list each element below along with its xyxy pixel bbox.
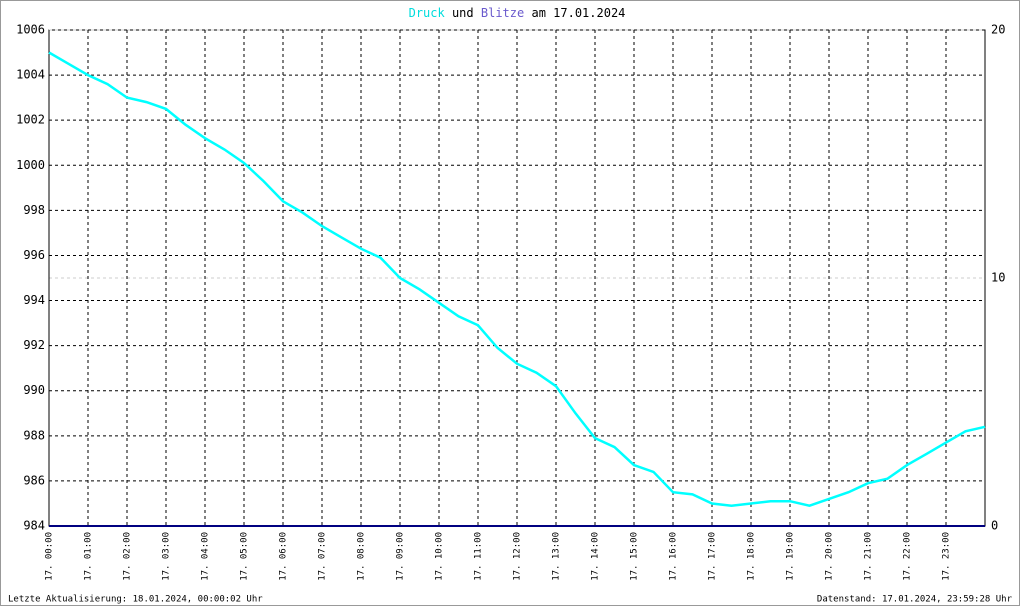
- y2-tick-label: 10: [991, 271, 1005, 285]
- footer-right: Datenstand: 17.01.2024, 23:59:28 Uhr: [817, 595, 1013, 605]
- x-tick-label: 17. 12:00: [513, 532, 523, 581]
- y-tick-label: 994: [23, 293, 45, 307]
- y-tick-label: 986: [23, 473, 45, 487]
- x-tick-label: 17. 15:00: [630, 532, 640, 581]
- y-tick-label: 990: [23, 383, 45, 397]
- x-tick-label: 17. 09:00: [396, 532, 406, 581]
- series-line: [48, 51, 986, 507]
- x-tick-label: 17. 22:00: [903, 532, 913, 581]
- x-tick-label: 17. 18:00: [747, 532, 757, 581]
- footer-left: Letzte Aktualisierung: 18.01.2024, 00:00…: [8, 595, 263, 605]
- x-tick-label: 17. 17:00: [708, 532, 718, 581]
- chart-title: Druck und Blitze am 17.01.2024: [409, 6, 626, 20]
- x-tick-label: 17. 05:00: [240, 532, 250, 581]
- y2-tick-label: 0: [991, 519, 998, 533]
- x-tick-label: 17. 01:00: [84, 532, 94, 581]
- y-tick-label: 1006: [16, 23, 45, 37]
- x-tick-label: 17. 10:00: [435, 532, 445, 581]
- x-tick-label: 17. 03:00: [162, 532, 172, 581]
- y-tick-label: 1002: [16, 113, 45, 127]
- x-tick-label: 17. 00:00: [45, 532, 55, 581]
- y-tick-label: 1000: [16, 158, 45, 172]
- x-tick-label: 17. 06:00: [279, 532, 289, 581]
- x-tick-label: 17. 19:00: [786, 532, 796, 581]
- title-und: und: [452, 6, 474, 20]
- x-tick-label: 17. 07:00: [318, 532, 328, 581]
- title-blitze: Blitze: [481, 6, 524, 20]
- x-tick-label: 17. 04:00: [201, 532, 211, 581]
- y-tick-label: 996: [23, 248, 45, 262]
- title-druck: Druck: [409, 6, 446, 20]
- x-tick-label: 17. 02:00: [123, 532, 133, 581]
- y-tick-label: 988: [23, 428, 45, 442]
- y-tick-label: 984: [23, 519, 45, 533]
- x-tick-label: 17. 08:00: [357, 532, 367, 581]
- x-tick-label: 17. 21:00: [864, 532, 874, 581]
- x-tick-label: 17. 16:00: [669, 532, 679, 581]
- title-date: am 17.01.2024: [531, 6, 625, 20]
- x-tick-label: 17. 20:00: [825, 532, 835, 581]
- x-tick-label: 17. 23:00: [942, 532, 952, 581]
- y-tick-label: 998: [23, 203, 45, 217]
- x-tick-label: 17. 14:00: [591, 532, 601, 581]
- y-tick-label: 1004: [16, 68, 45, 82]
- x-tick-label: 17. 11:00: [474, 532, 484, 581]
- y2-tick-label: 20: [991, 23, 1005, 37]
- y-tick-label: 992: [23, 338, 45, 352]
- x-tick-label: 17. 13:00: [552, 532, 562, 581]
